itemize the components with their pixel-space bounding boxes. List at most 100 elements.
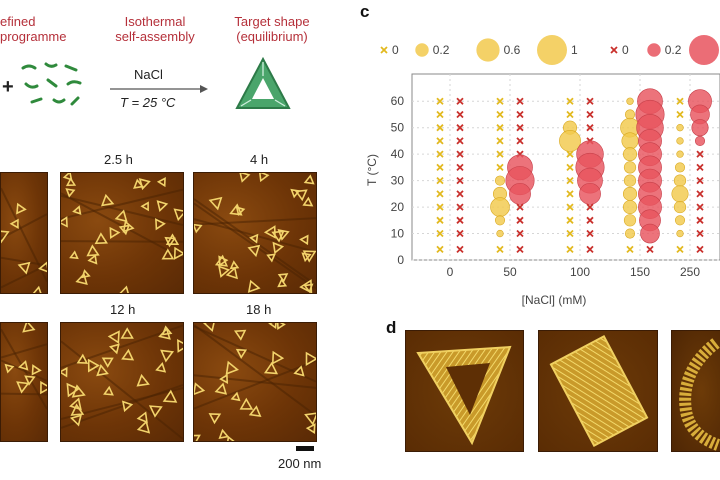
header-defined-programme: efined programme	[0, 14, 66, 44]
afm-triangle-particle	[229, 260, 240, 270]
cross-stroke	[586, 110, 594, 119]
afm-triangle-particle	[62, 173, 73, 181]
afm-shapes	[194, 323, 316, 441]
afm-scan-line	[61, 194, 183, 226]
cross-stroke	[516, 216, 524, 224]
cross-stroke	[456, 150, 464, 158]
red-cross-point	[456, 229, 464, 238]
y-tick-label: 30	[391, 174, 405, 188]
afm-scan-line	[194, 324, 316, 417]
afm-shapes	[61, 324, 183, 440]
cross-stroke	[436, 190, 444, 198]
afm-scan-line	[1, 256, 47, 267]
afm-triangle-particle	[248, 405, 262, 417]
cross-stroke	[436, 216, 444, 224]
yellow-bubble-point	[622, 147, 638, 162]
yellow-bubble-point	[623, 161, 637, 174]
afm-triangle-particle	[263, 361, 279, 375]
afm-image-2-5h	[60, 172, 184, 294]
yellow-bubble-point	[623, 214, 637, 227]
red-cross-point	[456, 110, 464, 119]
cross-stroke	[626, 245, 634, 254]
staple-strands-icon	[21, 62, 82, 106]
afm-triangle-particle	[156, 177, 166, 188]
yellow-cross-point	[566, 203, 574, 211]
yellow-cross-point	[436, 245, 444, 254]
header-programme-text: programme	[0, 29, 67, 44]
afm-triangle-particle	[65, 177, 77, 187]
afm-triangle-particle	[194, 382, 206, 395]
yellow-cross-point	[676, 97, 684, 105]
yellow-bubble-point	[624, 228, 636, 239]
afm-triangle-particle	[218, 428, 230, 440]
yellow-cross-point	[436, 97, 444, 105]
red-cross-point	[586, 229, 594, 238]
cross-stroke	[456, 216, 464, 224]
afm-triangle-particle	[249, 233, 259, 244]
plus-sign: +	[2, 76, 14, 98]
y-tick-label: 0	[397, 253, 404, 267]
afm-triangle-particle	[31, 364, 42, 376]
yellow-cross-point	[496, 150, 504, 158]
red-cross-point	[696, 245, 704, 254]
afm-triangle-particle	[107, 330, 120, 344]
afm-image-4h	[193, 172, 317, 294]
cross-stroke	[516, 229, 524, 238]
y-axis-label: T (°C)	[365, 154, 379, 186]
afm-triangle-particle	[121, 348, 135, 361]
temperature-label: T = 25 °C	[120, 95, 176, 110]
afm-triangle-particle	[16, 202, 27, 215]
afm-triangle-particle	[164, 236, 177, 248]
legend-red-bubble	[647, 43, 661, 57]
yellow-bubble-point	[671, 185, 689, 203]
cross-stroke	[566, 163, 574, 172]
cross-stroke	[566, 176, 574, 185]
yellow-cross-point	[496, 110, 504, 119]
cross-stroke	[496, 110, 504, 119]
cross-stroke	[456, 124, 464, 132]
yellow-bubble-point	[621, 132, 639, 150]
yellow-bubble-point	[676, 229, 684, 238]
afm-triangle-particle	[299, 234, 309, 246]
red-cross-point	[456, 124, 464, 132]
yellow-bubble-point	[490, 197, 510, 217]
cross-stroke	[696, 150, 704, 158]
scale-bar-label: 200 nm	[278, 456, 322, 471]
afm-triangle-particle	[299, 279, 313, 293]
header-defined-text: efined	[0, 14, 36, 29]
yellow-cross-point	[566, 150, 574, 158]
cross-stroke	[696, 229, 704, 238]
cross-stroke	[516, 110, 524, 119]
cross-stroke	[566, 150, 574, 158]
red-cross-point	[456, 97, 464, 105]
afm-triangle-particle	[108, 343, 120, 355]
red-cross-point	[586, 245, 594, 254]
yellow-cross-point	[566, 216, 574, 224]
cross-stroke	[696, 245, 704, 254]
arrow-icon	[110, 85, 208, 93]
yellow-bubble-point	[559, 130, 581, 152]
afm-triangle-particle	[100, 193, 115, 207]
legend-yellow-bubble	[476, 38, 500, 62]
red-cross-point	[516, 216, 524, 224]
legend-red-label: 0.2	[665, 43, 682, 57]
red-cross-point	[456, 137, 464, 145]
afm-triangle-particle	[290, 188, 301, 199]
afm-triangle-particle	[4, 363, 15, 374]
afm-triangle-particle	[293, 365, 305, 377]
cross-stroke	[696, 190, 704, 198]
red-cross-point	[586, 110, 594, 119]
afm-triangle-particle	[194, 223, 203, 234]
yellow-cross-point	[566, 110, 574, 119]
y-tick-label: 40	[391, 147, 405, 161]
header-equilibrium-text: (equilibrium)	[236, 29, 308, 44]
cross-stroke	[456, 163, 464, 172]
cross-stroke	[586, 124, 594, 132]
time-label-2-5h: 2.5 h	[104, 152, 133, 167]
afm-triangle-particle	[87, 358, 100, 373]
yellow-cross-point	[566, 97, 574, 105]
afm-triangle-particle	[277, 273, 289, 283]
cross-stroke	[566, 216, 574, 224]
red-cross-point	[586, 216, 594, 224]
afm-image-18h	[193, 322, 317, 442]
